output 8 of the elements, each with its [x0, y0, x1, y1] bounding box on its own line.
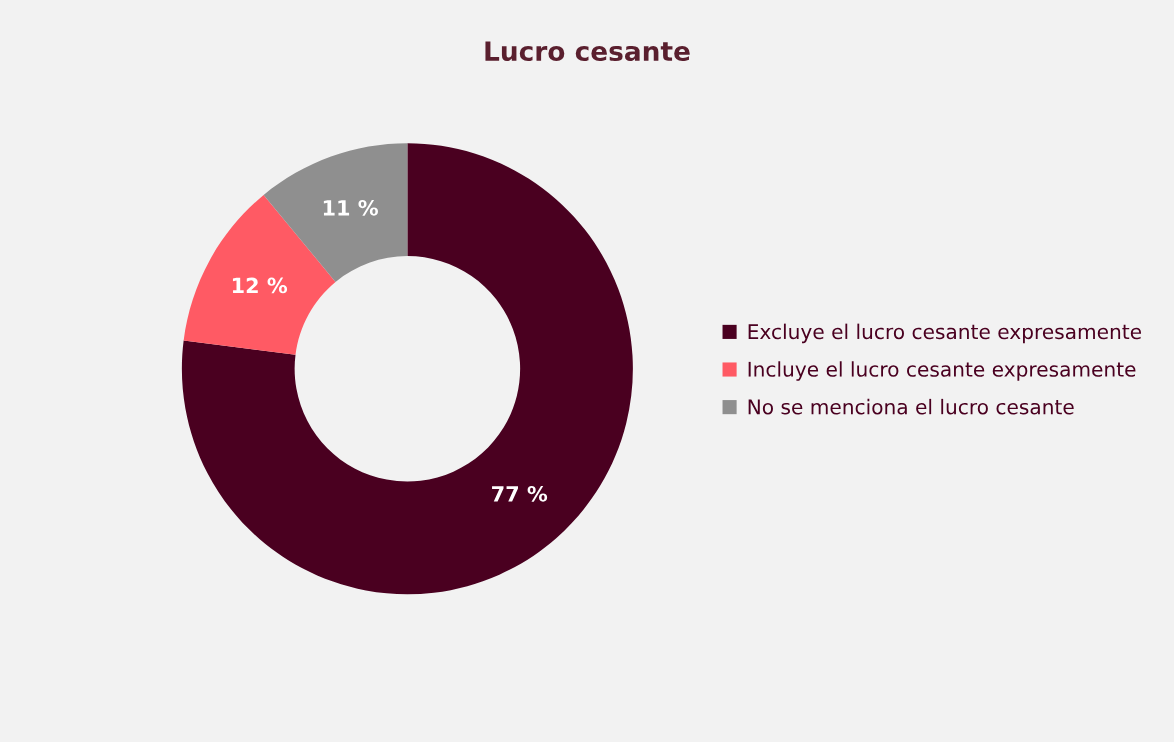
donut-slice — [181, 143, 633, 595]
data-label: 11 % — [323, 199, 378, 216]
data-label: 77 % — [492, 485, 548, 502]
legend-label: Excluye el lucro cesante expresamente — [748, 323, 1142, 344]
data-label: 12 % — [232, 277, 288, 294]
chart-title: Lucro cesante — [485, 41, 690, 62]
legend-label: No se menciona el lucro cesante — [748, 398, 1074, 415]
legend-label: Incluye el lucro cesante expresamente — [748, 361, 1136, 381]
